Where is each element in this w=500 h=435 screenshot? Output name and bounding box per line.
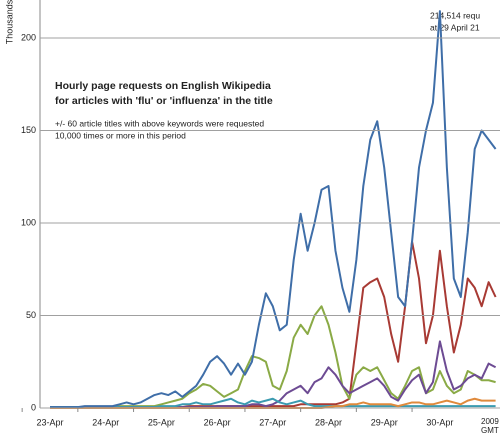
x-tick-label: 30-Apr xyxy=(426,417,453,427)
chart-title: Hourly page requests on English Wikipedi… xyxy=(55,80,271,92)
x-tick-label: 29-Apr xyxy=(371,417,398,427)
x-tick-label: 24-Apr xyxy=(92,417,119,427)
series-line xyxy=(50,10,497,409)
y-tick-label: 100 xyxy=(21,217,36,227)
y-tick-label: 200 xyxy=(21,32,36,42)
x-tick-label: 25-Apr xyxy=(148,417,175,427)
chart-title: for articles with 'flu' or 'influenza' i… xyxy=(55,95,273,107)
x-tick-label: 26-Apr xyxy=(204,417,231,427)
y-tick-label: 0 xyxy=(31,402,36,412)
annotation: at 29 April 21 xyxy=(430,22,480,32)
y-tick-label: 150 xyxy=(21,125,36,135)
x-tick-label: 23-Apr xyxy=(36,417,63,427)
y-tick-label: 50 xyxy=(26,310,36,320)
y-axis-label: Thousands xyxy=(4,0,14,44)
x-axis-note: GMT xyxy=(481,426,499,435)
x-tick-label: 27-Apr xyxy=(259,417,286,427)
x-axis-note: 2009 xyxy=(481,417,499,426)
chart-subtitle: 10,000 times or more in this period xyxy=(55,130,186,140)
chart-subtitle: +/- 60 article titles with above keyword… xyxy=(55,118,264,128)
x-tick-label: 28-Apr xyxy=(315,417,342,427)
annotation: 214,514 requ xyxy=(430,10,480,20)
series-line xyxy=(50,340,497,409)
plot-area xyxy=(50,10,497,409)
series-line xyxy=(50,305,496,409)
